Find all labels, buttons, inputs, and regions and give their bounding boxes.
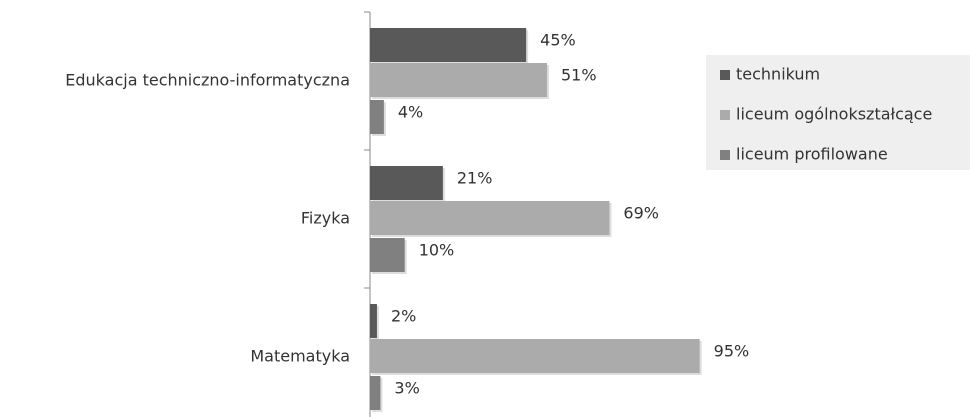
category-label: Matematyka	[250, 347, 350, 366]
bar	[370, 201, 610, 235]
legend-label: technikum	[736, 65, 820, 84]
legend-label: liceum profilowane	[736, 145, 888, 164]
bar	[370, 376, 381, 410]
value-label: 21%	[457, 169, 493, 188]
value-label: 95%	[714, 342, 750, 361]
value-label: 10%	[419, 241, 455, 260]
bar	[370, 166, 443, 200]
value-label: 2%	[391, 307, 416, 326]
value-label: 51%	[561, 66, 597, 85]
category-label: Fizyka	[301, 209, 350, 228]
legend-swatch	[720, 110, 730, 120]
value-label: 45%	[540, 31, 576, 50]
legend-swatch	[720, 70, 730, 80]
bar	[370, 63, 547, 97]
bar	[370, 28, 527, 62]
legend-box	[706, 55, 970, 170]
bar	[370, 100, 384, 134]
legend-label: liceum ogólnokształcące	[736, 105, 932, 124]
bar	[370, 339, 700, 373]
value-label: 4%	[398, 103, 423, 122]
category-label: Edukacja techniczno-informatyczna	[65, 71, 350, 90]
legend-swatch	[720, 150, 730, 160]
bar	[370, 304, 377, 338]
bar	[370, 238, 405, 272]
value-label: 69%	[623, 204, 659, 223]
value-label: 3%	[394, 379, 419, 398]
